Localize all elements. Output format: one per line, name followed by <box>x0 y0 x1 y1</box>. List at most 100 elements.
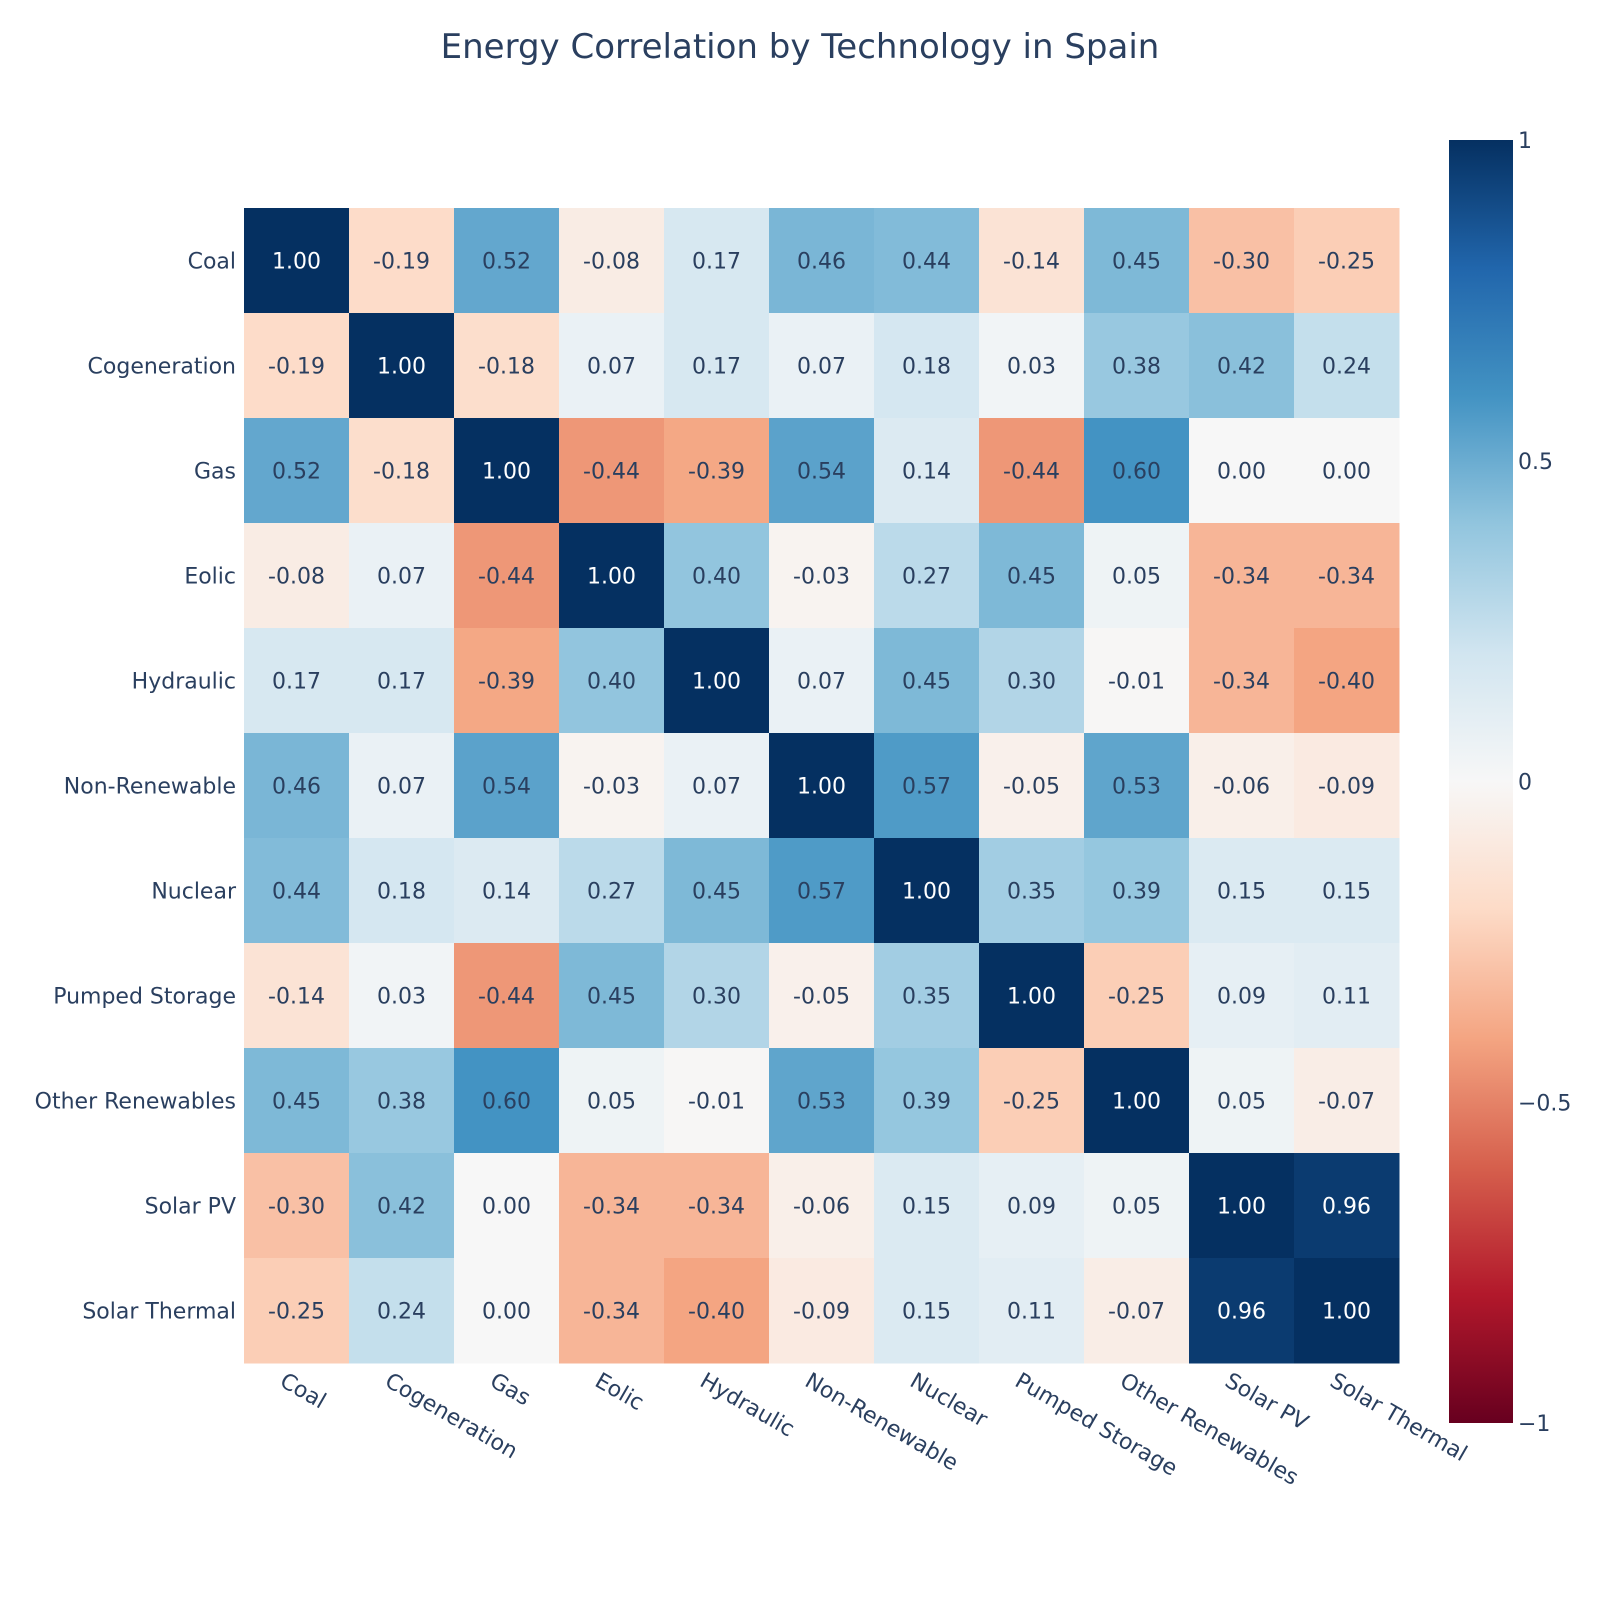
heatmap-cell[interactable] <box>1294 313 1400 419</box>
heatmap-cell[interactable] <box>769 733 875 839</box>
heatmap-cell[interactable] <box>1189 313 1295 419</box>
heatmap-cell[interactable] <box>1189 1153 1295 1259</box>
heatmap-cell[interactable] <box>664 1153 770 1259</box>
heatmap-cell[interactable] <box>454 313 560 419</box>
heatmap-cell[interactable] <box>769 313 875 419</box>
heatmap-cell[interactable] <box>454 523 560 629</box>
heatmap-cell[interactable] <box>349 838 455 944</box>
heatmap-cell[interactable] <box>559 208 665 314</box>
heatmap-cell[interactable] <box>664 943 770 1049</box>
heatmap-cell[interactable] <box>1294 628 1400 734</box>
heatmap-cell[interactable] <box>874 1258 980 1364</box>
heatmap-cell[interactable] <box>1294 1153 1400 1259</box>
heatmap-cell[interactable] <box>1084 313 1190 419</box>
heatmap-cell[interactable] <box>559 943 665 1049</box>
heatmap-cell[interactable] <box>559 418 665 524</box>
heatmap-cell[interactable] <box>454 1048 560 1154</box>
heatmap-cell[interactable] <box>1189 1048 1295 1154</box>
heatmap-cell[interactable] <box>1294 733 1400 839</box>
heatmap-cell[interactable] <box>454 943 560 1049</box>
heatmap-cell[interactable] <box>664 313 770 419</box>
heatmap-cell[interactable] <box>769 838 875 944</box>
heatmap-cell[interactable] <box>559 1048 665 1154</box>
heatmap-cell[interactable] <box>979 418 1085 524</box>
heatmap-cell[interactable] <box>349 1048 455 1154</box>
heatmap-cell[interactable] <box>244 523 350 629</box>
heatmap-cell[interactable] <box>874 1048 980 1154</box>
heatmap-cell[interactable] <box>1294 1258 1400 1364</box>
heatmap-cell[interactable] <box>349 523 455 629</box>
heatmap-cell[interactable] <box>454 733 560 839</box>
heatmap-cell[interactable] <box>454 1153 560 1259</box>
heatmap-cell[interactable] <box>979 1048 1085 1154</box>
heatmap-cell[interactable] <box>349 313 455 419</box>
heatmap-cell[interactable] <box>1189 628 1295 734</box>
heatmap-cell[interactable] <box>664 418 770 524</box>
heatmap-cell[interactable] <box>349 1258 455 1364</box>
heatmap-cell[interactable] <box>244 418 350 524</box>
heatmap-cell[interactable] <box>769 208 875 314</box>
heatmap-cell[interactable] <box>244 838 350 944</box>
heatmap-cell[interactable] <box>874 208 980 314</box>
heatmap-cell[interactable] <box>979 1153 1085 1259</box>
heatmap-cell[interactable] <box>454 418 560 524</box>
heatmap-cell[interactable] <box>874 628 980 734</box>
heatmap-cell[interactable] <box>349 628 455 734</box>
heatmap-cell[interactable] <box>244 628 350 734</box>
heatmap-cell[interactable] <box>769 418 875 524</box>
heatmap-cell[interactable] <box>874 733 980 839</box>
heatmap-cell[interactable] <box>244 1258 350 1364</box>
heatmap-cell[interactable] <box>979 943 1085 1049</box>
heatmap-cell[interactable] <box>979 208 1085 314</box>
heatmap-cell[interactable] <box>874 838 980 944</box>
heatmap-cell[interactable] <box>1189 943 1295 1049</box>
heatmap-cell[interactable] <box>349 943 455 1049</box>
heatmap-cell[interactable] <box>1084 523 1190 629</box>
heatmap-cell[interactable] <box>769 628 875 734</box>
heatmap-cell[interactable] <box>349 733 455 839</box>
heatmap-cell[interactable] <box>454 1258 560 1364</box>
heatmap-cell[interactable] <box>874 523 980 629</box>
heatmap-cell[interactable] <box>979 313 1085 419</box>
heatmap-cell[interactable] <box>1189 208 1295 314</box>
heatmap-cell[interactable] <box>349 1153 455 1259</box>
heatmap-cell[interactable] <box>769 523 875 629</box>
heatmap-cell[interactable] <box>1189 733 1295 839</box>
heatmap-cell[interactable] <box>244 208 350 314</box>
heatmap-cell[interactable] <box>979 1258 1085 1364</box>
heatmap-cell[interactable] <box>979 523 1085 629</box>
heatmap-cell[interactable] <box>1084 208 1190 314</box>
heatmap-cell[interactable] <box>1084 628 1190 734</box>
heatmap-cell[interactable] <box>559 523 665 629</box>
heatmap-cell[interactable] <box>1294 838 1400 944</box>
heatmap-cell[interactable] <box>1294 208 1400 314</box>
heatmap-cell[interactable] <box>664 523 770 629</box>
heatmap-cell[interactable] <box>244 1153 350 1259</box>
heatmap-cell[interactable] <box>559 1258 665 1364</box>
heatmap-cell[interactable] <box>244 943 350 1049</box>
heatmap-cell[interactable] <box>769 943 875 1049</box>
heatmap-cell[interactable] <box>1189 838 1295 944</box>
heatmap-cell[interactable] <box>874 313 980 419</box>
heatmap-cell[interactable] <box>1294 943 1400 1049</box>
heatmap-cell[interactable] <box>1084 418 1190 524</box>
heatmap-cell[interactable] <box>664 1048 770 1154</box>
heatmap-cell[interactable] <box>244 733 350 839</box>
heatmap-cell[interactable] <box>454 838 560 944</box>
heatmap-cell[interactable] <box>664 838 770 944</box>
heatmap-cell[interactable] <box>349 208 455 314</box>
heatmap-cell[interactable] <box>1189 418 1295 524</box>
heatmap-cell[interactable] <box>454 208 560 314</box>
heatmap-cell[interactable] <box>1294 523 1400 629</box>
heatmap-cell[interactable] <box>1189 523 1295 629</box>
heatmap-cell[interactable] <box>1084 1153 1190 1259</box>
heatmap-cell[interactable] <box>874 1153 980 1259</box>
heatmap-cell[interactable] <box>1084 838 1190 944</box>
heatmap-cell[interactable] <box>979 838 1085 944</box>
heatmap-cell[interactable] <box>874 943 980 1049</box>
heatmap-cell[interactable] <box>1084 1258 1190 1364</box>
heatmap-cell[interactable] <box>664 1258 770 1364</box>
heatmap-cell[interactable] <box>769 1048 875 1154</box>
heatmap-cell[interactable] <box>559 1153 665 1259</box>
heatmap-cell[interactable] <box>664 628 770 734</box>
